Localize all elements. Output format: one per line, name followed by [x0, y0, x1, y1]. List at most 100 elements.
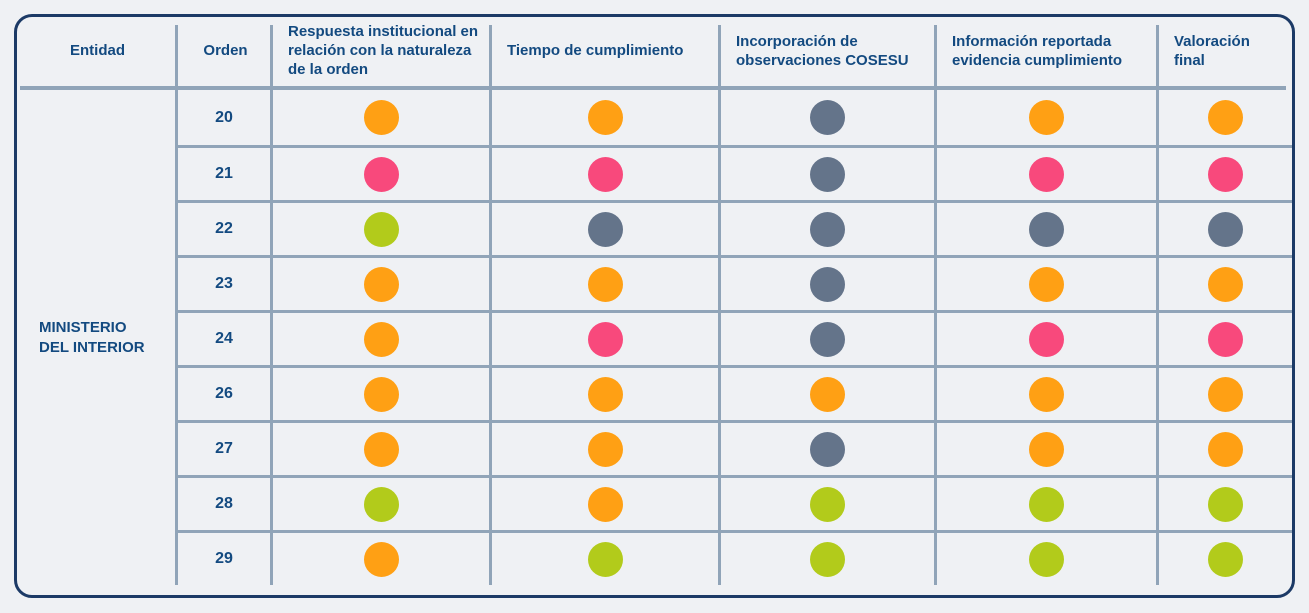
column-header-tiempo-cumplimiento: Tiempo de cumplimiento	[492, 17, 721, 86]
orange-rating-dot	[363, 431, 399, 467]
rating-cell	[937, 255, 1159, 310]
orange-rating-dot	[587, 266, 623, 302]
pink-rating-dot	[1208, 321, 1243, 357]
rating-cell	[492, 530, 721, 585]
rating-cell	[492, 310, 721, 365]
rating-cell	[492, 145, 721, 200]
orange-rating-dot	[1208, 376, 1243, 412]
rating-cell	[492, 475, 721, 530]
green-rating-dot	[1029, 541, 1064, 577]
orden-cell: 29	[178, 530, 273, 585]
rating-cell	[721, 365, 937, 420]
orange-rating-dot	[810, 376, 845, 412]
orange-rating-dot	[363, 266, 399, 302]
rating-cell	[937, 310, 1159, 365]
pink-rating-dot	[1208, 156, 1243, 192]
orange-rating-dot	[1208, 100, 1243, 135]
rating-cell	[721, 475, 937, 530]
gray-rating-dot	[810, 266, 845, 302]
rating-cell	[721, 420, 937, 475]
gray-rating-dot	[1208, 211, 1243, 247]
green-rating-dot	[1029, 486, 1064, 522]
column-header-label: Valoración final	[1174, 32, 1250, 69]
orange-rating-dot	[1029, 100, 1064, 135]
rating-cell	[492, 420, 721, 475]
orange-rating-dot	[587, 376, 623, 412]
rating-cell	[1159, 200, 1292, 255]
column-header-entidad: Entidad	[17, 17, 178, 86]
column-header-observaciones-cosesu: Incorporación de observaciones COSESU	[721, 17, 937, 86]
rating-cell	[492, 255, 721, 310]
rating-cell	[721, 255, 937, 310]
gray-rating-dot	[810, 431, 845, 467]
orange-rating-dot	[587, 100, 623, 135]
gray-rating-dot	[810, 321, 845, 357]
rating-cell	[273, 145, 492, 200]
rating-cell	[273, 530, 492, 585]
column-header-orden: Orden	[178, 17, 273, 86]
rating-cell	[1159, 145, 1292, 200]
rating-cell	[937, 530, 1159, 585]
rating-cell	[1159, 530, 1292, 585]
header-separator-line	[20, 86, 1286, 90]
orden-cell: 28	[178, 475, 273, 530]
rating-cell	[1159, 365, 1292, 420]
orden-cell: 26	[178, 365, 273, 420]
evaluation-table: Entidad Orden Respuesta institucional en…	[17, 17, 1292, 595]
orange-rating-dot	[587, 486, 623, 522]
rating-cell	[1159, 310, 1292, 365]
rating-cell	[721, 200, 937, 255]
rating-cell	[273, 90, 492, 145]
rating-cell	[273, 420, 492, 475]
orange-rating-dot	[363, 321, 399, 357]
column-header-label: Tiempo de cumplimiento	[507, 42, 684, 60]
orden-cell: 24	[178, 310, 273, 365]
column-header-label: Entidad	[70, 42, 125, 60]
rating-cell	[937, 365, 1159, 420]
rating-cell	[937, 475, 1159, 530]
entity-cell: MINISTERIO DEL INTERIOR	[17, 90, 178, 585]
rating-cell	[937, 90, 1159, 145]
rating-cell	[937, 420, 1159, 475]
entity-name: MINISTERIO DEL INTERIOR	[39, 319, 145, 356]
rating-cell	[492, 90, 721, 145]
column-header-informacion-reportada: Información reportada evidencia cumplimi…	[937, 17, 1159, 86]
rating-cell	[721, 530, 937, 585]
rating-cell	[273, 310, 492, 365]
pink-rating-dot	[587, 321, 623, 357]
column-header-label: Respuesta institucional en relación con …	[288, 23, 479, 78]
column-header-valoracion-final: Valoración final	[1159, 17, 1292, 86]
gray-rating-dot	[587, 211, 623, 247]
orange-rating-dot	[1029, 376, 1064, 412]
orange-rating-dot	[363, 376, 399, 412]
column-header-respuesta-institucional: Respuesta institucional en relación con …	[273, 17, 492, 86]
orange-rating-dot	[1208, 266, 1243, 302]
orange-rating-dot	[1208, 431, 1243, 467]
gray-rating-dot	[1029, 211, 1064, 247]
green-rating-dot	[1208, 486, 1243, 522]
rating-cell	[721, 310, 937, 365]
column-header-label: Información reportada evidencia cumplimi…	[952, 32, 1123, 69]
pink-rating-dot	[587, 156, 623, 192]
orden-cell: 27	[178, 420, 273, 475]
orange-rating-dot	[363, 100, 399, 135]
gray-rating-dot	[810, 211, 845, 247]
rating-cell	[273, 365, 492, 420]
orange-rating-dot	[1029, 266, 1064, 302]
green-rating-dot	[363, 211, 399, 247]
rating-cell	[273, 475, 492, 530]
orange-rating-dot	[363, 541, 399, 577]
rating-cell	[937, 145, 1159, 200]
rating-cell	[1159, 90, 1292, 145]
rating-cell	[1159, 255, 1292, 310]
rating-cell	[492, 200, 721, 255]
rating-cell	[721, 90, 937, 145]
pink-rating-dot	[1029, 321, 1064, 357]
orden-cell: 23	[178, 255, 273, 310]
orden-cell: 22	[178, 200, 273, 255]
green-rating-dot	[587, 541, 623, 577]
green-rating-dot	[810, 541, 845, 577]
rating-cell	[492, 365, 721, 420]
column-header-label: Incorporación de observaciones COSESU	[736, 32, 909, 69]
green-rating-dot	[1208, 541, 1243, 577]
